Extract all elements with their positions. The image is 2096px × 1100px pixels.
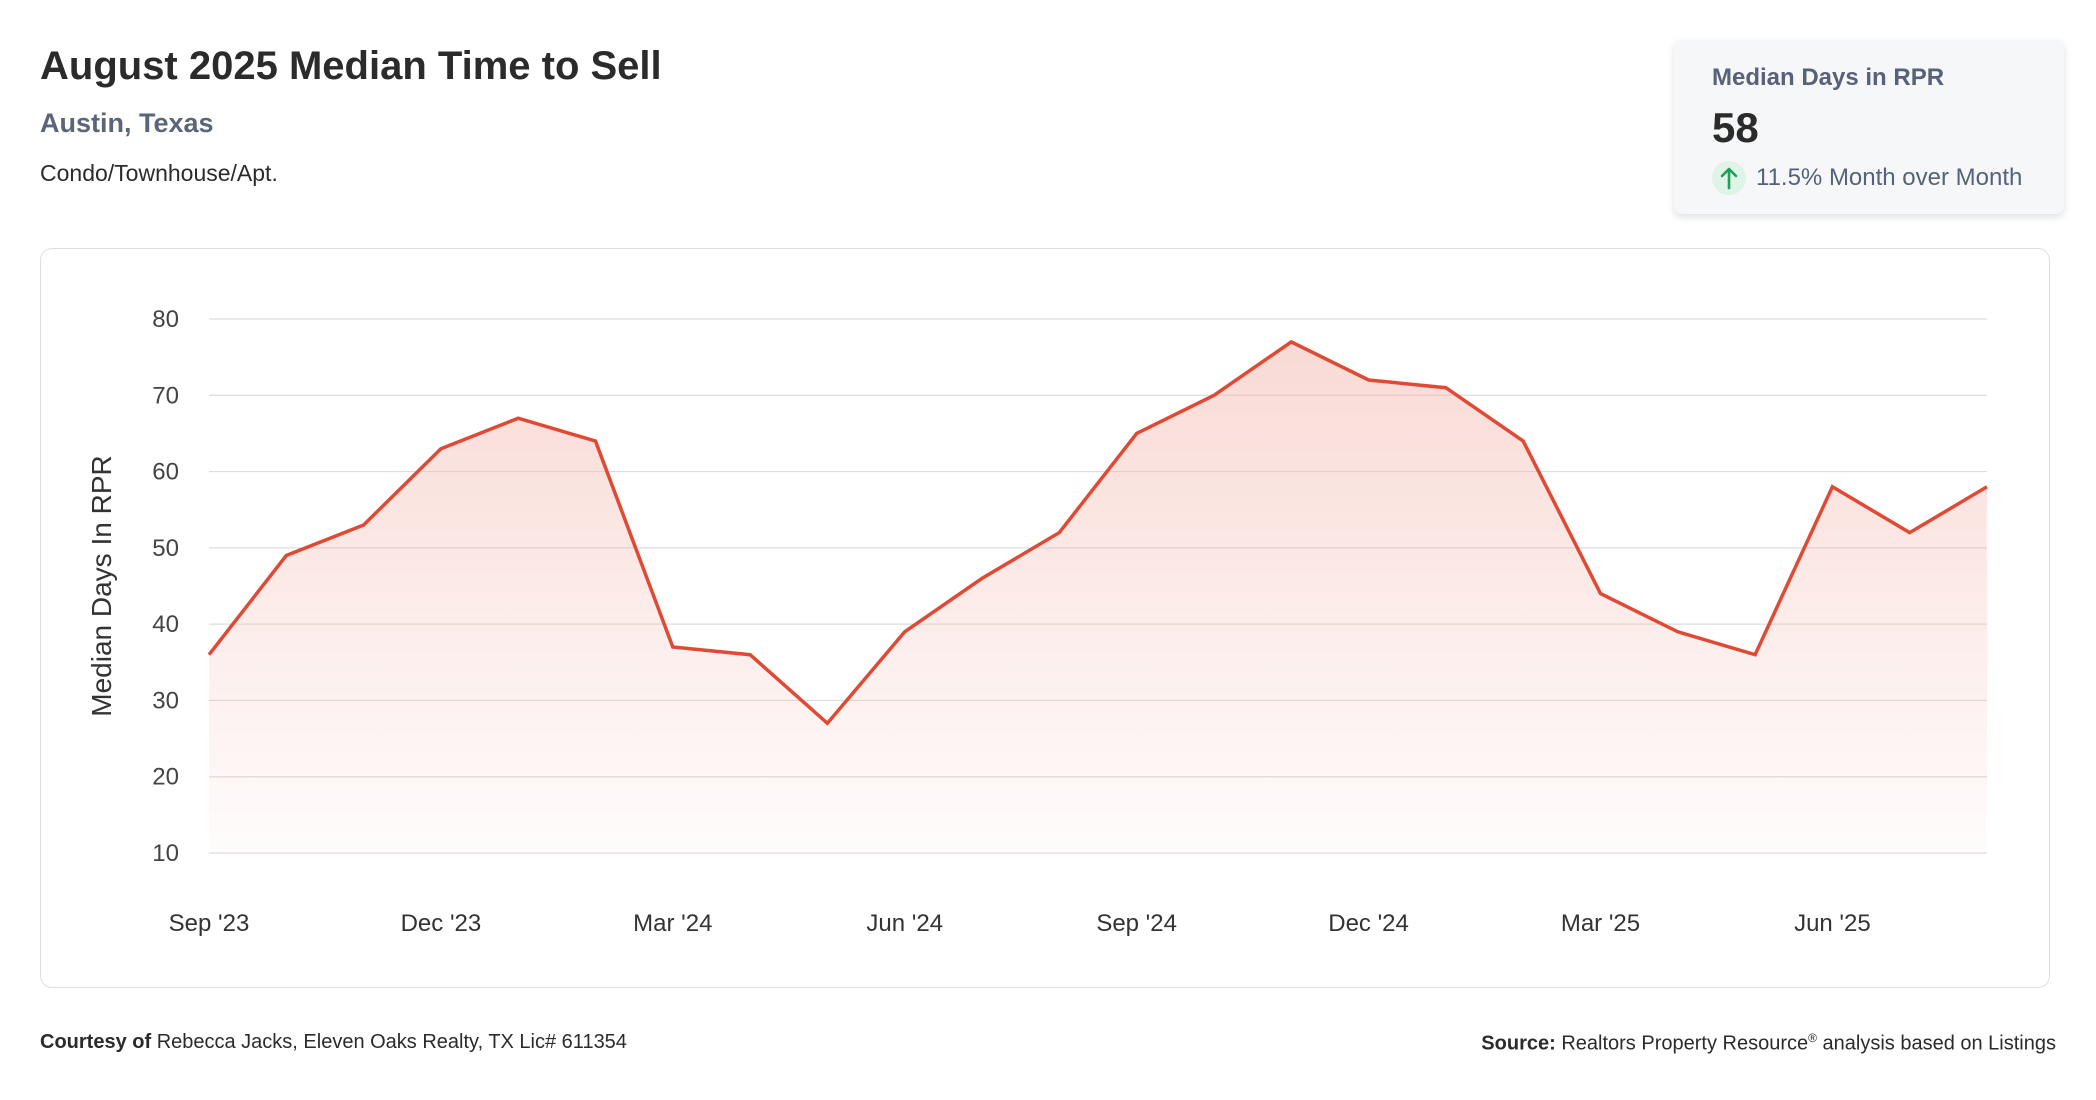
y-tick-label: 80 bbox=[152, 306, 179, 333]
data-point bbox=[1830, 485, 1834, 489]
property-type-label: Condo/Townhouse/Apt. bbox=[40, 160, 278, 186]
series-line bbox=[207, 339, 1988, 726]
courtesy-text: Rebecca Jacks, Eleven Oaks Realty, TX Li… bbox=[156, 1031, 627, 1053]
stat-label: Median Days in RPR bbox=[1712, 64, 1945, 91]
data-point bbox=[516, 416, 520, 420]
y-tick-label: 10 bbox=[152, 840, 179, 867]
median-days-stat-card: Median Days in RPR 58 11.5% Month over M… bbox=[1674, 40, 2064, 214]
data-point bbox=[594, 439, 598, 443]
data-point bbox=[1135, 431, 1139, 435]
courtesy-label: Courtesy of bbox=[40, 1031, 152, 1053]
data-point bbox=[1212, 393, 1216, 397]
location-label: Austin, Texas bbox=[40, 108, 214, 138]
y-tick-label: 60 bbox=[152, 459, 179, 486]
x-tick-label: Dec '24 bbox=[1328, 910, 1409, 937]
x-tick-label: Mar '25 bbox=[1561, 910, 1640, 937]
area-fill bbox=[209, 341, 1987, 853]
courtesy-footer: Courtesy of Rebecca Jacks, Eleven Oaks R… bbox=[40, 1031, 627, 1054]
chart-container: 10 20 30 40 50 60 70 80 Median Days In RPR Sep '2… bbox=[40, 248, 2050, 988]
data-point bbox=[1444, 386, 1448, 390]
y-tick-label: 50 bbox=[152, 535, 179, 562]
source-text-1: Realtors Property Resource bbox=[1561, 1032, 1809, 1055]
stat-value: 58 bbox=[1712, 104, 1759, 151]
y-tick-label: 40 bbox=[152, 611, 179, 638]
data-point bbox=[748, 653, 752, 657]
source-text-2: analysis based on Listings bbox=[1816, 1032, 2057, 1055]
data-point bbox=[1289, 340, 1293, 344]
x-tick-label: Mar '24 bbox=[633, 910, 712, 937]
arrow-up-icon bbox=[1712, 161, 1746, 195]
median-days-area-chart: 10 20 30 40 50 60 70 80 Median Days In RPR Sep '2… bbox=[86, 306, 1989, 937]
x-tick-label: Jun '25 bbox=[1794, 910, 1871, 937]
data-point bbox=[825, 721, 829, 725]
registered-mark: ® bbox=[1808, 1031, 1817, 1045]
y-tick-label: 70 bbox=[152, 382, 179, 409]
data-point bbox=[284, 553, 288, 557]
data-point bbox=[1367, 378, 1371, 382]
x-tick-label: Sep '24 bbox=[1096, 910, 1177, 937]
data-point bbox=[903, 630, 907, 634]
source-label: Source: bbox=[1481, 1032, 1556, 1055]
x-tick-label: Sep '23 bbox=[169, 910, 250, 937]
x-tick-label: Jun '24 bbox=[866, 910, 943, 937]
y-tick-label: 20 bbox=[152, 764, 179, 791]
stat-change: 11.5% Month over Month bbox=[1712, 160, 2022, 196]
y-axis-title: Median Days In RPR bbox=[86, 455, 117, 716]
data-point bbox=[980, 576, 984, 580]
data-point bbox=[207, 653, 211, 657]
data-point bbox=[1985, 485, 1989, 489]
x-tick-label: Dec '23 bbox=[401, 910, 482, 937]
data-point bbox=[1598, 592, 1602, 596]
stat-change-text: 11.5% Month over Month bbox=[1756, 164, 2023, 191]
data-point bbox=[1676, 630, 1680, 634]
data-point bbox=[1521, 439, 1525, 443]
data-point bbox=[1753, 653, 1757, 657]
source-footer: Source: Realtors Property Resource® anal… bbox=[1481, 1031, 2056, 1056]
data-point bbox=[362, 523, 366, 527]
y-tick-label: 30 bbox=[152, 687, 179, 714]
page-title: August 2025 Median Time to Sell bbox=[40, 44, 662, 88]
data-point bbox=[439, 447, 443, 451]
data-point bbox=[671, 645, 675, 649]
data-point bbox=[1908, 531, 1912, 535]
data-point bbox=[1057, 531, 1061, 535]
